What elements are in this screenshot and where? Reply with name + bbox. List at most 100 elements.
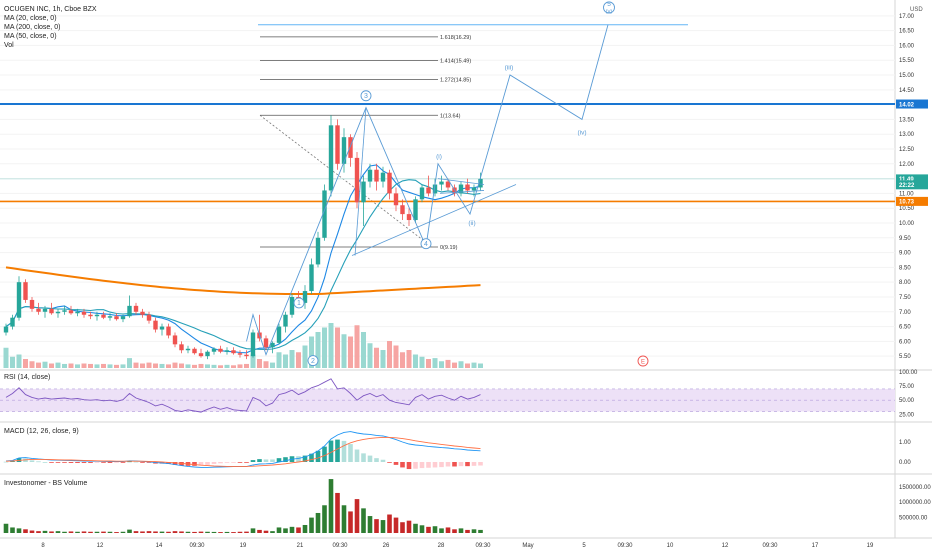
candle-body[interactable] — [471, 187, 477, 191]
candle-body[interactable] — [335, 125, 340, 164]
candle-body[interactable] — [270, 342, 275, 348]
candle-body[interactable] — [439, 181, 444, 185]
candle-body[interactable] — [81, 311, 87, 315]
candle-body[interactable] — [55, 311, 61, 314]
study-legend-ma200[interactable]: MA (200, close, 0) — [4, 24, 60, 31]
candle-body[interactable] — [302, 291, 308, 303]
candle-body[interactable] — [419, 187, 425, 200]
candle-body[interactable] — [348, 137, 353, 158]
wave-label-circle[interactable] — [293, 297, 305, 309]
candle-body[interactable] — [322, 190, 327, 238]
candle-body[interactable] — [120, 316, 126, 320]
candle-body[interactable] — [23, 282, 28, 300]
wave5-circle[interactable] — [603, 1, 615, 14]
candle-body[interactable] — [94, 314, 100, 317]
elliott-main-wave[interactable] — [246, 106, 427, 357]
triangle-upper-line[interactable] — [437, 178, 485, 185]
candle-body[interactable] — [354, 157, 360, 203]
candle-body[interactable] — [172, 335, 178, 345]
candle-body[interactable] — [224, 350, 230, 352]
candle-body[interactable] — [218, 348, 223, 352]
candle-body[interactable] — [3, 326, 9, 333]
candle-body[interactable] — [263, 338, 269, 348]
wave-label-circle[interactable] — [307, 355, 319, 367]
bs-volume-bar — [432, 526, 438, 533]
candle-body[interactable] — [211, 348, 217, 352]
candle-body[interactable] — [406, 214, 412, 221]
rsi-line[interactable] — [5, 378, 481, 413]
macd-histogram-bar — [224, 462, 230, 463]
candle-body[interactable] — [283, 314, 288, 327]
candle-body[interactable] — [198, 353, 204, 357]
candle-body[interactable] — [68, 310, 74, 314]
candle-body[interactable] — [426, 187, 431, 194]
macd-pane-title[interactable]: MACD (12, 26, close, 9) — [4, 428, 79, 435]
candle-body[interactable] — [231, 350, 236, 354]
candle-body[interactable] — [250, 332, 256, 357]
candle-body[interactable] — [465, 184, 470, 191]
candle-body[interactable] — [361, 181, 366, 203]
candle-body[interactable] — [16, 282, 22, 318]
macd-signal-line[interactable] — [5, 436, 481, 467]
candle-body[interactable] — [101, 314, 106, 318]
ma200-line[interactable] — [5, 266, 481, 295]
candle-body[interactable] — [205, 351, 210, 357]
candle-body[interactable] — [127, 305, 132, 317]
candle-body[interactable] — [179, 344, 184, 351]
candle-body[interactable] — [478, 178, 483, 188]
candle-body[interactable] — [185, 348, 191, 351]
earnings-marker-icon[interactable] — [637, 355, 649, 367]
study-legend-vol[interactable]: Vol — [4, 42, 14, 49]
candle-body[interactable] — [140, 311, 145, 315]
fib-trend-line[interactable] — [259, 114, 433, 248]
candle-body[interactable] — [192, 348, 197, 354]
wave3-left-edge[interactable] — [354, 107, 367, 256]
study-legend-ma20[interactable]: MA (20, close, 0) — [4, 15, 57, 22]
candle-body[interactable] — [289, 296, 295, 315]
candle-body[interactable] — [133, 305, 139, 312]
candle-body[interactable] — [387, 172, 392, 194]
candle-body[interactable] — [413, 199, 418, 221]
wave-label-circle[interactable] — [420, 238, 432, 250]
candle-body[interactable] — [49, 308, 54, 314]
price-badge-label: 14.02 — [899, 102, 915, 108]
candle-body[interactable] — [315, 237, 321, 265]
candle-body[interactable] — [393, 193, 399, 206]
candle-body[interactable] — [458, 184, 464, 194]
candle-body[interactable] — [62, 310, 67, 312]
candle-body[interactable] — [75, 311, 80, 314]
candle-body[interactable] — [36, 308, 41, 312]
candle-body[interactable] — [276, 326, 282, 343]
bsvol-pane-title[interactable]: Investonomer - BS Volume — [4, 480, 87, 487]
candle-body[interactable] — [153, 320, 158, 330]
rsi-pane-title[interactable]: RSI (14, close) — [4, 374, 50, 381]
elliott-sub-wave[interactable] — [425, 24, 609, 247]
candle-body[interactable] — [374, 169, 379, 182]
candle-body[interactable] — [159, 326, 165, 330]
candle-body[interactable] — [88, 314, 93, 317]
ma50-line[interactable] — [5, 179, 481, 351]
candle-body[interactable] — [309, 264, 314, 292]
candle-body[interactable] — [244, 354, 249, 357]
candle-body[interactable] — [166, 326, 171, 336]
candle-body[interactable] — [29, 299, 35, 309]
candle-body[interactable] — [445, 181, 451, 188]
candle-body[interactable] — [114, 316, 119, 320]
candle-body[interactable] — [328, 125, 334, 191]
wave-sublabel: (iii) — [505, 65, 514, 72]
wave-label-circle[interactable] — [360, 90, 372, 102]
candle-body[interactable] — [341, 137, 347, 164]
candle-body[interactable] — [367, 169, 373, 182]
wedge-lower-line[interactable] — [351, 184, 517, 256]
candle-body[interactable] — [10, 317, 15, 327]
candle-body[interactable] — [400, 205, 405, 215]
study-legend-ma50[interactable]: MA (50, close, 0) — [4, 33, 57, 40]
candle-body[interactable] — [237, 353, 243, 355]
candle-body[interactable] — [380, 172, 386, 182]
triangle-lower-line[interactable] — [439, 190, 485, 194]
candle-body[interactable] — [146, 314, 152, 321]
volume-bar — [302, 345, 308, 368]
candle-body[interactable] — [107, 316, 113, 318]
candle-body[interactable] — [42, 308, 48, 312]
candle-body[interactable] — [432, 184, 438, 194]
